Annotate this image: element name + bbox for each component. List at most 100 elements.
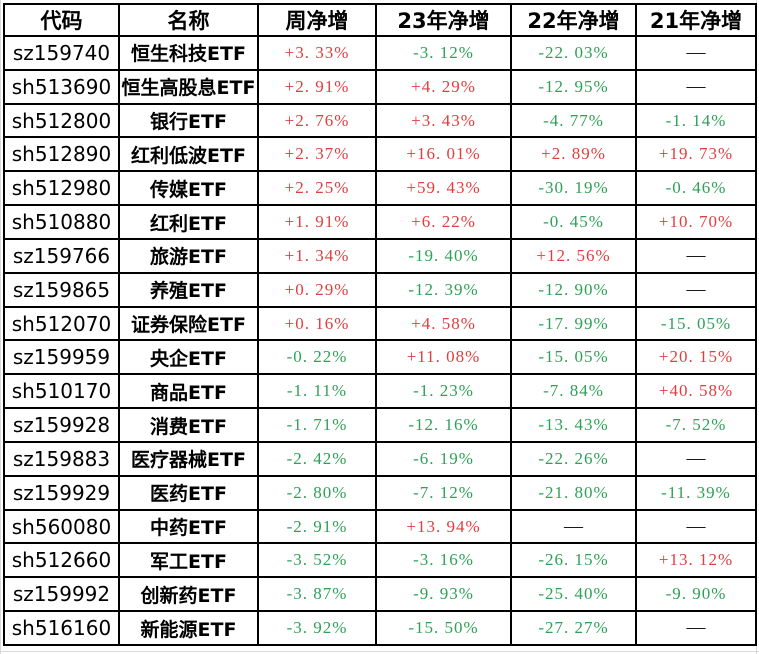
- y23-cell[interactable]: +16. 01%: [375, 136, 512, 173]
- y22-cell[interactable]: —: [510, 508, 637, 545]
- code-cell[interactable]: sh560080: [3, 508, 120, 545]
- week-cell[interactable]: -2. 42%: [257, 440, 377, 477]
- y23-cell[interactable]: -6. 19%: [375, 440, 512, 477]
- week-cell[interactable]: -3. 87%: [257, 576, 377, 613]
- code-cell[interactable]: sz159959: [3, 339, 120, 376]
- y23-cell[interactable]: -3. 16%: [375, 542, 512, 579]
- code-cell[interactable]: sz159740: [3, 35, 120, 71]
- y21-cell[interactable]: -1. 14%: [635, 102, 757, 139]
- y22-cell[interactable]: -26. 15%: [510, 542, 637, 579]
- name-cell[interactable]: 恒生科技ETF: [118, 35, 259, 71]
- code-cell[interactable]: sh516160: [3, 610, 120, 646]
- y21-cell[interactable]: -7. 52%: [635, 407, 757, 443]
- code-cell[interactable]: sz159865: [3, 271, 120, 308]
- y23-cell[interactable]: +4. 58%: [375, 305, 512, 342]
- name-cell[interactable]: 新能源ETF: [118, 610, 259, 646]
- name-cell[interactable]: 消费ETF: [118, 407, 259, 443]
- code-cell[interactable]: sh512890: [3, 136, 120, 173]
- y23-cell[interactable]: -3. 12%: [375, 35, 512, 71]
- y23-cell[interactable]: +59. 43%: [375, 170, 512, 207]
- column-header-y22[interactable]: 22年净增: [510, 3, 637, 37]
- name-cell[interactable]: 商品ETF: [118, 373, 259, 410]
- y22-cell[interactable]: -12. 90%: [510, 271, 637, 308]
- week-cell[interactable]: +1. 34%: [257, 237, 377, 274]
- y22-cell[interactable]: -22. 26%: [510, 440, 637, 477]
- y21-cell[interactable]: —: [635, 610, 757, 646]
- name-cell[interactable]: 养殖ETF: [118, 271, 259, 308]
- week-cell[interactable]: -3. 92%: [257, 610, 377, 646]
- week-cell[interactable]: +0. 29%: [257, 271, 377, 308]
- code-cell[interactable]: sz159929: [3, 474, 120, 511]
- y21-cell[interactable]: —: [635, 68, 757, 105]
- y23-cell[interactable]: +4. 29%: [375, 68, 512, 105]
- column-header-name[interactable]: 名称: [118, 3, 259, 37]
- name-cell[interactable]: 医药ETF: [118, 474, 259, 511]
- week-cell[interactable]: -1. 11%: [257, 373, 377, 410]
- name-cell[interactable]: 中药ETF: [118, 508, 259, 545]
- y23-cell[interactable]: -1. 23%: [375, 373, 512, 410]
- y23-cell[interactable]: -12. 39%: [375, 271, 512, 308]
- y21-cell[interactable]: +40. 58%: [635, 373, 757, 410]
- y23-cell[interactable]: -7. 12%: [375, 474, 512, 511]
- code-cell[interactable]: sh512980: [3, 170, 120, 207]
- week-cell[interactable]: +2. 91%: [257, 68, 377, 105]
- code-cell[interactable]: sz159992: [3, 576, 120, 613]
- week-cell[interactable]: -2. 91%: [257, 508, 377, 545]
- code-cell[interactable]: sh510170: [3, 373, 120, 410]
- y22-cell[interactable]: -17. 99%: [510, 305, 637, 342]
- name-cell[interactable]: 旅游ETF: [118, 237, 259, 274]
- y21-cell[interactable]: —: [635, 440, 757, 477]
- week-cell[interactable]: +2. 25%: [257, 170, 377, 207]
- y23-cell[interactable]: +6. 22%: [375, 204, 512, 240]
- week-cell[interactable]: -3. 52%: [257, 542, 377, 579]
- y21-cell[interactable]: —: [635, 271, 757, 308]
- y22-cell[interactable]: -22. 03%: [510, 35, 637, 71]
- code-cell[interactable]: sh510880: [3, 204, 120, 240]
- week-cell[interactable]: +2. 76%: [257, 102, 377, 139]
- code-cell[interactable]: sz159928: [3, 407, 120, 443]
- name-cell[interactable]: 红利低波ETF: [118, 136, 259, 173]
- code-cell[interactable]: sh513690: [3, 68, 120, 105]
- week-cell[interactable]: +0. 16%: [257, 305, 377, 342]
- y21-cell[interactable]: -15. 05%: [635, 305, 757, 342]
- name-cell[interactable]: 银行ETF: [118, 102, 259, 139]
- y22-cell[interactable]: -25. 40%: [510, 576, 637, 613]
- name-cell[interactable]: 证券保险ETF: [118, 305, 259, 342]
- y21-cell[interactable]: -9. 90%: [635, 576, 757, 613]
- code-cell[interactable]: sz159883: [3, 440, 120, 477]
- y23-cell[interactable]: +13. 94%: [375, 508, 512, 545]
- y22-cell[interactable]: -21. 80%: [510, 474, 637, 511]
- code-cell[interactable]: sh512800: [3, 102, 120, 139]
- name-cell[interactable]: 军工ETF: [118, 542, 259, 579]
- y23-cell[interactable]: -12. 16%: [375, 407, 512, 443]
- y21-cell[interactable]: —: [635, 237, 757, 274]
- week-cell[interactable]: -2. 80%: [257, 474, 377, 511]
- week-cell[interactable]: +1. 91%: [257, 204, 377, 240]
- code-cell[interactable]: sz159766: [3, 237, 120, 274]
- y22-cell[interactable]: +12. 56%: [510, 237, 637, 274]
- column-header-week[interactable]: 周净增: [257, 3, 377, 37]
- name-cell[interactable]: 医疗器械ETF: [118, 440, 259, 477]
- y23-cell[interactable]: +11. 08%: [375, 339, 512, 376]
- name-cell[interactable]: 创新药ETF: [118, 576, 259, 613]
- y22-cell[interactable]: -7. 84%: [510, 373, 637, 410]
- y22-cell[interactable]: +2. 89%: [510, 136, 637, 173]
- y22-cell[interactable]: -0. 45%: [510, 204, 637, 240]
- name-cell[interactable]: 红利ETF: [118, 204, 259, 240]
- y21-cell[interactable]: +19. 73%: [635, 136, 757, 173]
- y21-cell[interactable]: +10. 70%: [635, 204, 757, 240]
- y22-cell[interactable]: -27. 27%: [510, 610, 637, 646]
- week-cell[interactable]: -0. 22%: [257, 339, 377, 376]
- y22-cell[interactable]: -13. 43%: [510, 407, 637, 443]
- name-cell[interactable]: 央企ETF: [118, 339, 259, 376]
- y21-cell[interactable]: —: [635, 35, 757, 71]
- column-header-y23[interactable]: 23年净增: [375, 3, 512, 37]
- y22-cell[interactable]: -12. 95%: [510, 68, 637, 105]
- y21-cell[interactable]: +13. 12%: [635, 542, 757, 579]
- y21-cell[interactable]: -11. 39%: [635, 474, 757, 511]
- week-cell[interactable]: +3. 33%: [257, 35, 377, 71]
- y21-cell[interactable]: —: [635, 508, 757, 545]
- y23-cell[interactable]: -15. 50%: [375, 610, 512, 646]
- column-header-y21[interactable]: 21年净增: [635, 3, 757, 37]
- y22-cell[interactable]: -4. 77%: [510, 102, 637, 139]
